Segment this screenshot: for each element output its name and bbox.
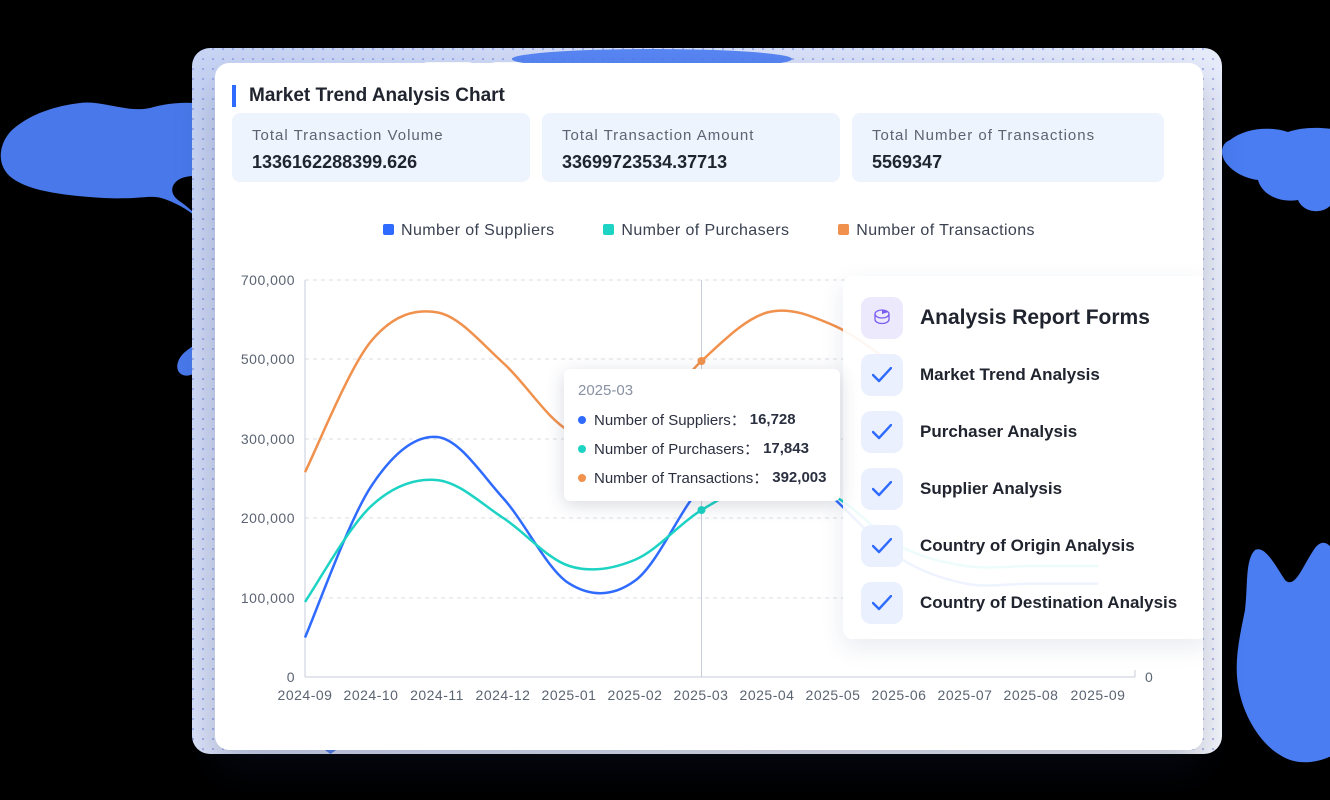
svg-text:2025-06: 2025-06	[872, 687, 927, 703]
svg-text:2025-04: 2025-04	[740, 687, 795, 703]
svg-text:0: 0	[287, 669, 295, 685]
svg-text:100,000: 100,000	[241, 590, 295, 606]
svg-text:2025-08: 2025-08	[1004, 687, 1059, 703]
svg-text:2025-01: 2025-01	[542, 687, 597, 703]
svg-text:2025-09: 2025-09	[1071, 687, 1126, 703]
svg-text:2024-09: 2024-09	[278, 687, 333, 703]
svg-text:2024-12: 2024-12	[476, 687, 531, 703]
svg-text:2025-02: 2025-02	[608, 687, 663, 703]
svg-text:300,000: 300,000	[241, 431, 295, 447]
svg-text:700,000: 700,000	[241, 272, 295, 288]
svg-text:500,000: 500,000	[241, 351, 295, 367]
svg-text:2025-03: 2025-03	[674, 687, 729, 703]
svg-text:200,000: 200,000	[241, 510, 295, 526]
svg-text:2025-07: 2025-07	[938, 687, 993, 703]
svg-text:2025-05: 2025-05	[806, 687, 861, 703]
svg-text:2024-10: 2024-10	[344, 687, 399, 703]
svg-text:2024-11: 2024-11	[410, 687, 464, 703]
svg-text:0: 0	[1145, 669, 1153, 685]
